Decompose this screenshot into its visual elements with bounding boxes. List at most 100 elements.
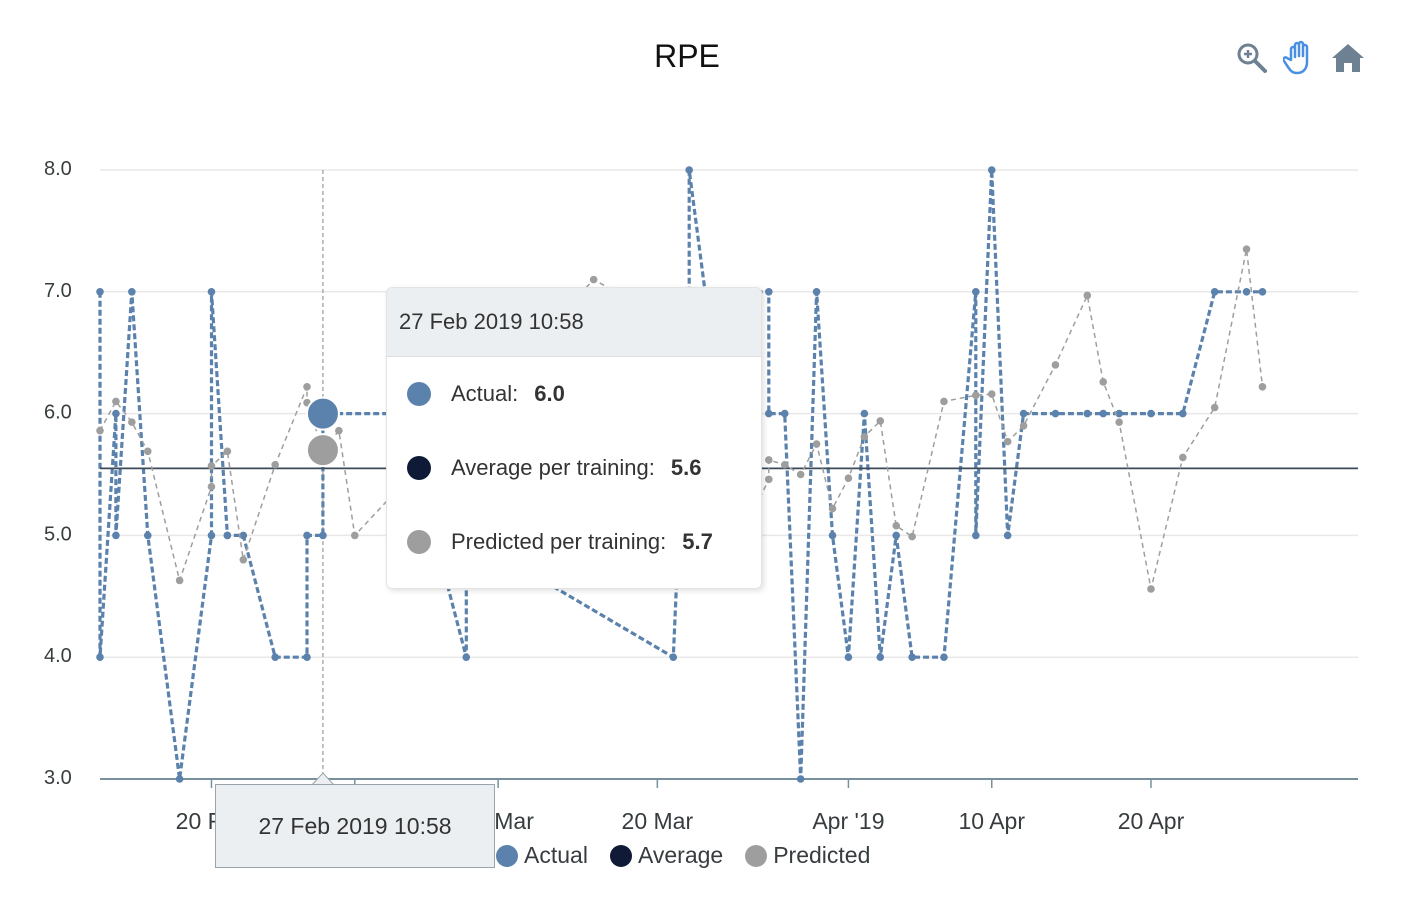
legend-item-predicted[interactable]: Predicted xyxy=(745,842,870,869)
actual-point xyxy=(860,409,869,418)
predicted-dot-icon xyxy=(407,530,431,554)
predicted-point xyxy=(1019,421,1028,430)
actual-point xyxy=(1147,409,1155,418)
y-tick-label: 7.0 xyxy=(44,280,72,302)
actual-point xyxy=(96,288,104,296)
actual-point xyxy=(1210,288,1219,296)
actual-point xyxy=(207,531,216,540)
predicted-point xyxy=(796,470,805,479)
chart-legend: Actual Average Predicted xyxy=(496,842,892,869)
actual-point xyxy=(892,531,901,540)
predicted-point xyxy=(765,475,773,484)
predicted-point xyxy=(175,576,184,585)
predicted-point xyxy=(96,426,104,435)
actual-point xyxy=(128,288,136,296)
predicted-point xyxy=(844,474,853,482)
predicted-point xyxy=(207,482,216,491)
home-reset-icon[interactable] xyxy=(1328,38,1368,78)
actual-point xyxy=(223,531,232,540)
predicted-point xyxy=(780,460,789,469)
predicted-point xyxy=(128,418,136,426)
actual-point xyxy=(1099,409,1108,418)
actual-point xyxy=(1019,409,1028,418)
y-tick-label: 8.0 xyxy=(44,158,72,180)
tooltip-value: 5.6 xyxy=(670,455,702,480)
actual-point xyxy=(143,531,152,540)
predicted-point xyxy=(223,447,232,456)
predicted-point xyxy=(876,417,885,425)
actual-point xyxy=(112,531,120,540)
predicted-point xyxy=(812,440,821,448)
predicted-point xyxy=(143,447,152,456)
actual-point xyxy=(812,288,821,296)
predicted-point xyxy=(207,462,216,470)
actual-point xyxy=(239,531,248,540)
actual-point xyxy=(765,288,773,296)
predicted-point xyxy=(350,531,359,540)
series-line-actual xyxy=(98,169,1263,780)
predicted-point xyxy=(940,397,948,406)
predicted-point xyxy=(1242,245,1251,253)
tooltip-label: Average per training: xyxy=(451,455,655,480)
y-tick-label: 4.0 xyxy=(44,645,72,667)
predicted-point xyxy=(589,275,598,284)
predicted-point xyxy=(987,390,996,398)
xaxis-crosshair-tooltip: 27 Feb 2019 10:58 xyxy=(215,784,495,868)
data-tooltip: 27 Feb 2019 10:58 Actual: 6.0 Average pe… xyxy=(386,287,762,589)
actual-point xyxy=(112,409,120,418)
chart-title: RPE xyxy=(654,38,720,74)
predicted-point xyxy=(765,456,773,464)
pan-hand-icon[interactable] xyxy=(1280,38,1320,78)
predicted-point xyxy=(1003,437,1012,446)
actual-point xyxy=(175,775,184,783)
actual-point xyxy=(796,775,805,783)
x-tick-label: 20 Apr xyxy=(1118,808,1185,834)
legend-marker-actual xyxy=(496,844,518,867)
y-tick-label: 6.0 xyxy=(44,402,72,424)
predicted-point xyxy=(828,504,837,513)
actual-point xyxy=(207,288,216,296)
actual-point xyxy=(319,531,327,540)
hover-markers xyxy=(305,396,340,468)
predicted-point xyxy=(1147,585,1155,593)
predicted-point xyxy=(335,426,343,435)
actual-point xyxy=(1258,288,1267,296)
actual-point xyxy=(96,653,104,661)
actual-point xyxy=(1083,409,1092,418)
legend-label: Average xyxy=(637,842,724,868)
chart-toolbar xyxy=(1232,38,1368,78)
actual-point xyxy=(303,653,311,661)
x-tick-label: 20 Mar xyxy=(622,808,694,834)
predicted-point xyxy=(892,521,901,530)
actual-point xyxy=(972,288,980,296)
actual-point xyxy=(828,531,837,540)
predicted-point xyxy=(1258,383,1267,391)
predicted-point xyxy=(972,391,980,400)
tooltip-label: Actual: xyxy=(451,381,519,406)
zoom-in-icon[interactable] xyxy=(1232,38,1272,78)
predicted-point xyxy=(271,460,279,469)
predicted-point xyxy=(1179,453,1187,462)
tooltip-row-actual: Actual: 6.0 xyxy=(387,357,761,431)
actual-point xyxy=(765,409,773,418)
legend-item-average[interactable]: Average xyxy=(609,842,724,869)
tooltip-title: 27 Feb 2019 10:58 xyxy=(387,288,761,357)
actual-point xyxy=(1003,531,1012,540)
legend-item-actual[interactable]: Actual xyxy=(496,842,588,869)
hover-marker-predicted xyxy=(305,433,340,468)
tooltip-value: 6.0 xyxy=(534,381,565,406)
actual-point xyxy=(685,166,693,174)
predicted-point xyxy=(908,532,916,541)
x-tick-label: Apr '19 xyxy=(812,808,884,834)
predicted-point xyxy=(303,383,311,391)
predicted-point xyxy=(860,432,869,441)
actual-point xyxy=(1242,288,1251,296)
average-dot-icon xyxy=(407,456,431,480)
actual-point xyxy=(987,166,996,174)
tooltip-label: Predicted per training: xyxy=(451,529,667,554)
tooltip-row-average: Average per training: 5.6 xyxy=(387,431,761,505)
legend-marker-predicted xyxy=(745,844,768,867)
actual-point xyxy=(1051,409,1060,418)
y-tick-label: 3.0 xyxy=(44,767,72,789)
